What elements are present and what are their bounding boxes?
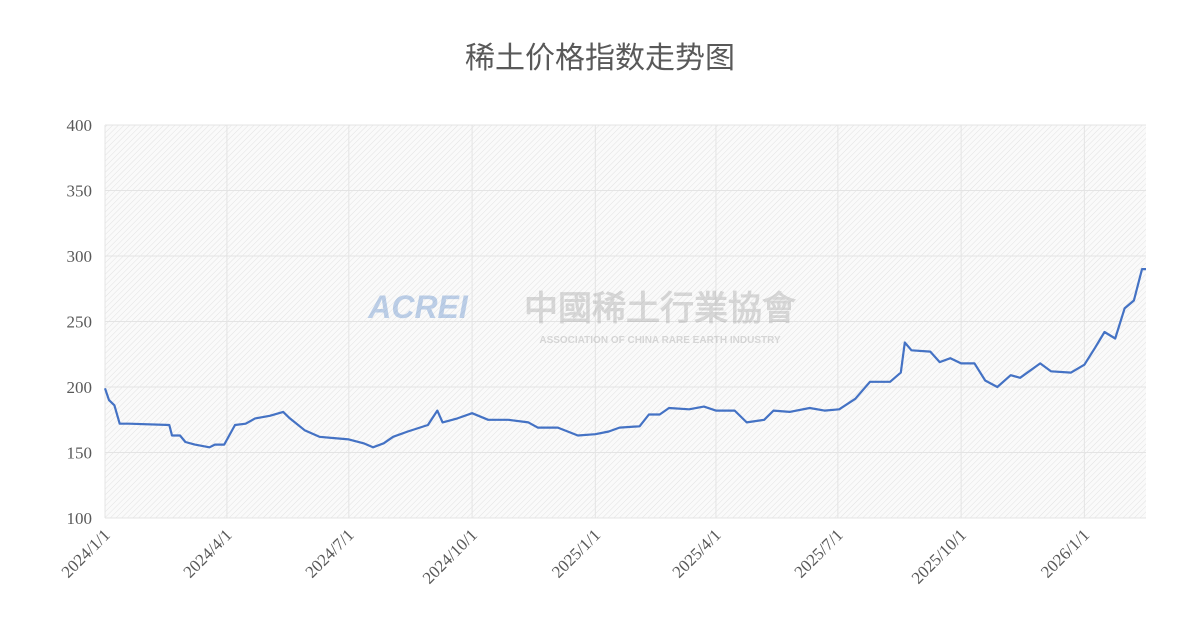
x-tick-label: 2025/10/1: [908, 525, 970, 587]
x-tick-label: 2024/1/1: [58, 525, 114, 581]
y-tick-label: 150: [67, 444, 93, 463]
y-tick-label: 400: [67, 116, 93, 135]
x-tick-label: 2026/1/1: [1037, 525, 1093, 581]
y-tick-label: 350: [67, 182, 93, 201]
y-tick-label: 100: [67, 509, 93, 528]
y-tick-label: 200: [67, 378, 93, 397]
watermark-logo: ACREI: [367, 289, 469, 325]
x-tick-label: 2025/7/1: [790, 525, 846, 581]
x-tick-label: 2024/4/1: [180, 525, 236, 581]
line: [103, 268, 1146, 449]
y-tick-label: 250: [67, 313, 93, 332]
watermark-name: 中國稀土行業協會: [524, 290, 797, 328]
watermark-subtitle: ASSOCIATION OF CHINA RARE EARTH INDUSTRY: [539, 335, 781, 346]
watermark: ACREI 中國稀土行業協會 ASSOCIATION OF CHINA RARE…: [367, 289, 797, 346]
x-tick-label: 2025/4/1: [669, 525, 725, 581]
x-tick-label: 2025/1/1: [548, 525, 604, 581]
y-tick-label: 300: [67, 247, 93, 266]
x-tick-label: 2024/7/1: [301, 525, 357, 581]
chart-title: 稀土价格指数走势图: [465, 42, 735, 75]
x-tick-label: 2024/10/1: [419, 525, 481, 587]
